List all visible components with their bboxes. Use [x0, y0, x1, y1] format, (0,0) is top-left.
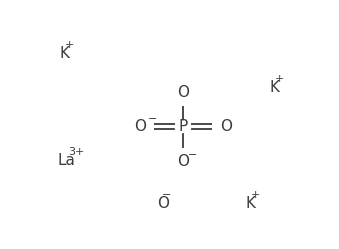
Text: −: −: [162, 190, 171, 200]
Text: O: O: [177, 154, 189, 169]
Text: −: −: [147, 114, 157, 124]
Text: −: −: [188, 150, 198, 160]
Text: 3+: 3+: [68, 147, 84, 157]
Text: +: +: [251, 190, 261, 200]
Text: O: O: [220, 119, 232, 134]
Text: +: +: [65, 40, 74, 50]
Text: O: O: [177, 85, 189, 100]
Text: K: K: [246, 196, 256, 211]
Text: +: +: [275, 74, 284, 84]
Text: La: La: [58, 153, 76, 168]
Text: O: O: [157, 196, 169, 211]
Text: K: K: [59, 46, 69, 61]
Text: K: K: [270, 80, 280, 95]
Circle shape: [175, 121, 191, 132]
Text: O: O: [134, 119, 146, 134]
Text: P: P: [178, 119, 187, 134]
